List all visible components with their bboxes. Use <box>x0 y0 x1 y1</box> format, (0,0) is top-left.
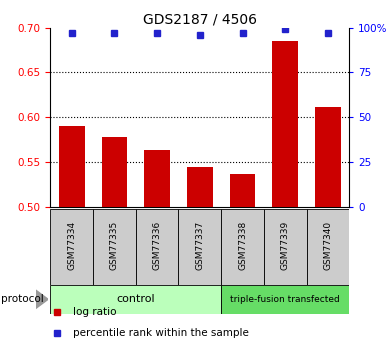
Text: GSM77339: GSM77339 <box>281 220 290 270</box>
Text: log ratio: log ratio <box>73 307 116 317</box>
Bar <box>102 137 127 207</box>
Text: triple-fusion transfected: triple-fusion transfected <box>230 295 340 304</box>
Text: protocol: protocol <box>1 294 43 304</box>
Text: GSM77338: GSM77338 <box>238 220 247 270</box>
Bar <box>221 285 349 314</box>
Text: GSM77336: GSM77336 <box>152 220 162 270</box>
Bar <box>230 174 255 207</box>
Title: GDS2187 / 4506: GDS2187 / 4506 <box>143 12 257 27</box>
Bar <box>59 126 85 207</box>
Bar <box>144 150 170 207</box>
Text: GSM77337: GSM77337 <box>195 220 204 270</box>
Bar <box>264 209 307 285</box>
Bar <box>315 107 341 207</box>
Text: GSM77335: GSM77335 <box>110 220 119 270</box>
Bar <box>272 41 298 207</box>
Bar <box>50 209 93 285</box>
Polygon shape <box>36 290 48 308</box>
Text: GSM77334: GSM77334 <box>67 220 76 270</box>
Bar <box>50 285 221 314</box>
Bar <box>307 209 349 285</box>
Bar <box>136 209 178 285</box>
Text: percentile rank within the sample: percentile rank within the sample <box>73 328 249 338</box>
Bar <box>93 209 136 285</box>
Text: GSM77340: GSM77340 <box>323 220 333 270</box>
Bar <box>221 209 264 285</box>
Bar <box>178 209 221 285</box>
Text: control: control <box>116 294 155 304</box>
Bar <box>187 167 213 207</box>
